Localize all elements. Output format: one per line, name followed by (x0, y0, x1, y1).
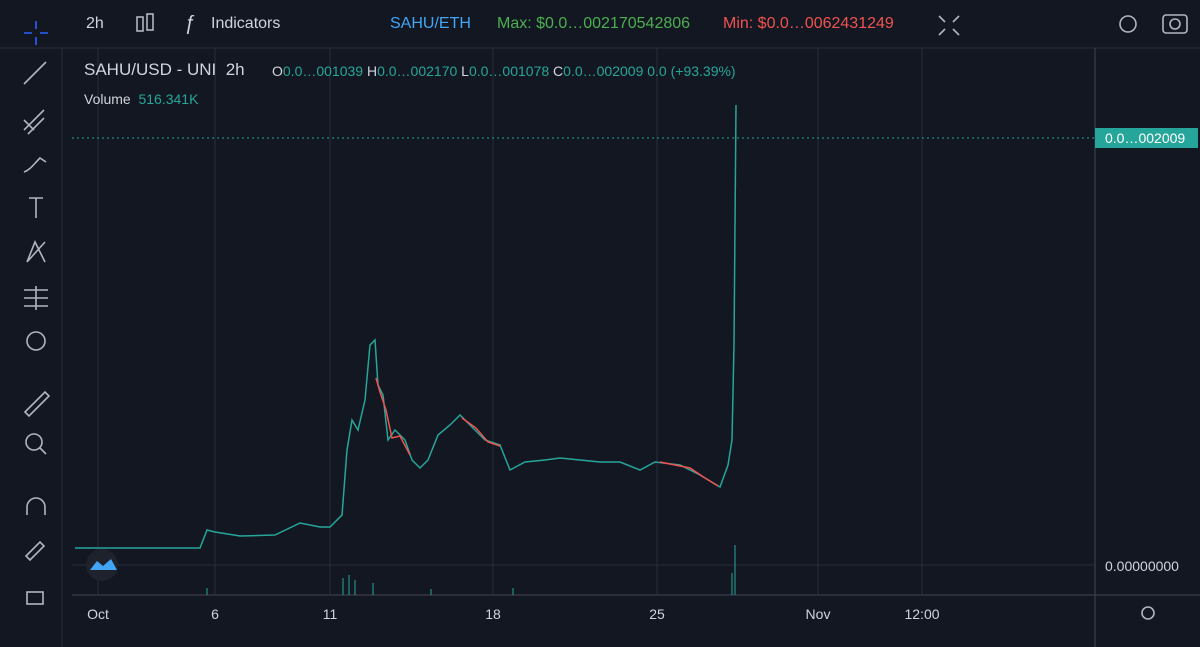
change: 0.0 (+93.39%) (647, 63, 736, 79)
max-value: Max: $0.0…002170542806 (497, 15, 691, 32)
last-price-label: 0.0…002009 (1105, 130, 1186, 146)
down-candles (375, 377, 719, 487)
last-price-badge (1095, 128, 1198, 148)
ohlc-value: 0.0…001078 (468, 63, 550, 79)
ohlc-value: 0.0…001039 (282, 63, 364, 79)
ohlc-value: 0.0…002009 (563, 63, 644, 79)
grid (72, 48, 1095, 595)
logo (90, 559, 117, 570)
price-tick-label: 0.00000000 (1105, 558, 1179, 574)
volume-bars (206, 545, 736, 595)
sidebar-icons (23, 13, 1188, 620)
compare-symbol[interactable]: SAHU/ETH (390, 15, 471, 32)
volume-value: 516.341K (138, 91, 199, 107)
symbol-interval: 2h (225, 60, 245, 79)
time-tick-label: 12:00 (904, 606, 940, 622)
ohlc-label: L (461, 63, 469, 79)
logo-badge (86, 549, 118, 581)
time-tick-label: Oct (87, 606, 109, 622)
time-tick-label: Nov (805, 606, 831, 622)
time-tick-label: 11 (322, 606, 338, 622)
ohlc-label: C (553, 63, 564, 79)
ohlc-label: O (272, 63, 283, 79)
volume: Volume 516.341K (84, 91, 198, 107)
time-tick-label: 25 (649, 606, 665, 622)
time-tick-label: 18 (485, 606, 501, 622)
symbol: SAHU/USD - UNI 2h (84, 60, 245, 80)
ohlc-label: H (366, 63, 378, 79)
symbol-name: SAHU/USD - UNI (84, 60, 217, 79)
min-value: Min: $0.0…0062431249 (723, 15, 894, 32)
volume-label: Volume (84, 91, 131, 107)
interval-button[interactable]: 2h (86, 15, 104, 32)
ohlc: O0.0…001039 H0.0…002170 L0.0…001078 C0.0… (272, 63, 736, 79)
indicators-button[interactable]: Indicators (211, 15, 281, 32)
price-trace (75, 104, 737, 549)
fx-icon: ƒ (184, 12, 196, 34)
ohlc-value: 0.0…002170 (377, 63, 458, 79)
time-tick-label: 6 (211, 606, 219, 622)
